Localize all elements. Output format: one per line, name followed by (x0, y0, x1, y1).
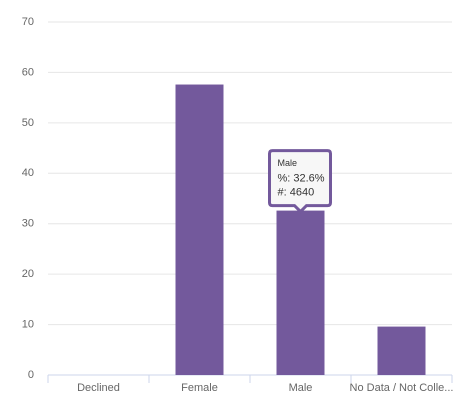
tooltip-title: Male (278, 158, 298, 168)
x-tick-label: No Data / Not Colle... (350, 382, 454, 394)
tooltip-line: #: 4640 (278, 187, 315, 199)
y-tick-label: 70 (22, 16, 34, 28)
tooltip-line: %: 32.6% (278, 173, 325, 185)
bar (276, 210, 325, 375)
x-tick-label: Declined (77, 382, 120, 394)
y-tick-label: 60 (22, 66, 34, 78)
bar (175, 84, 224, 375)
y-tick-label: 0 (28, 369, 34, 381)
y-tick-label: 50 (22, 117, 34, 129)
tooltip: Male %: 32.6% #: 4640 (268, 149, 332, 214)
y-tick-label: 30 (22, 218, 34, 230)
tooltip-box (268, 149, 332, 214)
y-tick-label: 10 (22, 318, 34, 330)
bar (377, 326, 426, 375)
x-tick-label: Male (289, 382, 313, 394)
y-tick-label: 20 (22, 268, 34, 280)
y-tick-label: 40 (22, 167, 34, 179)
x-tick-label: Female (181, 382, 218, 394)
